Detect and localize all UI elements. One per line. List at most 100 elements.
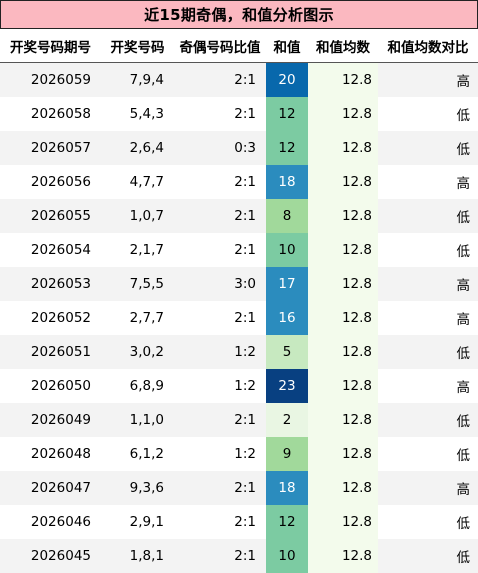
compare-cell: 低: [378, 505, 478, 539]
issue-cell: 2026054: [0, 233, 101, 267]
sum-cell: 5: [266, 335, 308, 369]
ratio-cell: 2:1: [174, 471, 266, 505]
compare-cell: 高: [378, 471, 478, 505]
table-row: 2026048 6,1,2 1:2 9 12.8 低: [0, 437, 478, 471]
compare-cell: 低: [378, 233, 478, 267]
average-cell: 12.8: [308, 233, 378, 267]
compare-cell: 高: [378, 369, 478, 403]
table-row: 2026054 2,1,7 2:1 10 12.8 低: [0, 233, 478, 267]
ratio-cell: 2:1: [174, 505, 266, 539]
ratio-cell: 2:1: [174, 97, 266, 131]
issue-cell: 2026047: [0, 471, 101, 505]
ratio-cell: 3:0: [174, 267, 266, 301]
compare-cell: 低: [378, 539, 478, 573]
numbers-cell: 4,7,7: [101, 165, 174, 199]
sum-cell: 10: [266, 233, 308, 267]
header-row: 开奖号码期号 开奖号码 奇偶号码比值 和值 和值均数 和值均数对比: [0, 29, 478, 63]
header-sum: 和值: [266, 29, 308, 63]
average-cell: 12.8: [308, 267, 378, 301]
header-issue: 开奖号码期号: [0, 29, 101, 63]
table-row: 2026057 2,6,4 0:3 12 12.8 低: [0, 131, 478, 165]
ratio-cell: 2:1: [174, 301, 266, 335]
table-row: 2026045 1,8,1 2:1 10 12.8 低: [0, 539, 478, 573]
ratio-cell: 2:1: [174, 403, 266, 437]
issue-cell: 2026059: [0, 62, 101, 97]
compare-cell: 高: [378, 62, 478, 97]
numbers-cell: 2,1,7: [101, 233, 174, 267]
issue-cell: 2026048: [0, 437, 101, 471]
numbers-cell: 7,5,5: [101, 267, 174, 301]
numbers-cell: 2,9,1: [101, 505, 174, 539]
ratio-cell: 0:3: [174, 131, 266, 165]
issue-cell: 2026045: [0, 539, 101, 573]
table-row: 2026058 5,4,3 2:1 12 12.8 低: [0, 97, 478, 131]
sum-cell: 12: [266, 505, 308, 539]
average-cell: 12.8: [308, 539, 378, 573]
numbers-cell: 1,8,1: [101, 539, 174, 573]
table-row: 2026047 9,3,6 2:1 18 12.8 高: [0, 471, 478, 505]
table-row: 2026046 2,9,1 2:1 12 12.8 低: [0, 505, 478, 539]
sum-cell: 12: [266, 97, 308, 131]
sum-cell: 20: [266, 62, 308, 97]
numbers-cell: 2,7,7: [101, 301, 174, 335]
average-cell: 12.8: [308, 471, 378, 505]
numbers-cell: 9,3,6: [101, 471, 174, 505]
issue-cell: 2026055: [0, 199, 101, 233]
average-cell: 12.8: [308, 403, 378, 437]
analysis-table: 开奖号码期号 开奖号码 奇偶号码比值 和值 和值均数 和值均数对比 202605…: [0, 29, 478, 573]
numbers-cell: 3,0,2: [101, 335, 174, 369]
average-cell: 12.8: [308, 131, 378, 165]
ratio-cell: 2:1: [174, 165, 266, 199]
table-row: 2026055 1,0,7 2:1 8 12.8 低: [0, 199, 478, 233]
sum-cell: 9: [266, 437, 308, 471]
average-cell: 12.8: [308, 62, 378, 97]
compare-cell: 低: [378, 335, 478, 369]
average-cell: 12.8: [308, 335, 378, 369]
sum-cell: 18: [266, 165, 308, 199]
numbers-cell: 2,6,4: [101, 131, 174, 165]
ratio-cell: 1:2: [174, 335, 266, 369]
compare-cell: 高: [378, 267, 478, 301]
average-cell: 12.8: [308, 369, 378, 403]
numbers-cell: 1,0,7: [101, 199, 174, 233]
header-odd-even-ratio: 奇偶号码比值: [174, 29, 266, 63]
sum-cell: 18: [266, 471, 308, 505]
table-row: 2026049 1,1,0 2:1 2 12.8 低: [0, 403, 478, 437]
page-title: 近15期奇偶，和值分析图示: [0, 0, 478, 29]
average-cell: 12.8: [308, 301, 378, 335]
sum-cell: 12: [266, 131, 308, 165]
average-cell: 12.8: [308, 199, 378, 233]
issue-cell: 2026052: [0, 301, 101, 335]
table-row: 2026050 6,8,9 1:2 23 12.8 高: [0, 369, 478, 403]
compare-cell: 低: [378, 199, 478, 233]
issue-cell: 2026046: [0, 505, 101, 539]
sum-cell: 2: [266, 403, 308, 437]
compare-cell: 低: [378, 403, 478, 437]
issue-cell: 2026053: [0, 267, 101, 301]
issue-cell: 2026050: [0, 369, 101, 403]
table-row: 2026053 7,5,5 3:0 17 12.8 高: [0, 267, 478, 301]
numbers-cell: 7,9,4: [101, 62, 174, 97]
numbers-cell: 1,1,0: [101, 403, 174, 437]
average-cell: 12.8: [308, 505, 378, 539]
header-numbers: 开奖号码: [101, 29, 174, 63]
sum-cell: 17: [266, 267, 308, 301]
ratio-cell: 2:1: [174, 199, 266, 233]
sum-cell: 10: [266, 539, 308, 573]
ratio-cell: 1:2: [174, 369, 266, 403]
issue-cell: 2026057: [0, 131, 101, 165]
table-body: 2026059 7,9,4 2:1 20 12.8 高 2026058 5,4,3 2:1 12 1…: [0, 62, 478, 573]
average-cell: 12.8: [308, 437, 378, 471]
table-row: 2026052 2,7,7 2:1 16 12.8 高: [0, 301, 478, 335]
table-row: 2026051 3,0,2 1:2 5 12.8 低: [0, 335, 478, 369]
issue-cell: 2026058: [0, 97, 101, 131]
compare-cell: 高: [378, 301, 478, 335]
table-row: 2026056 4,7,7 2:1 18 12.8 高: [0, 165, 478, 199]
sum-cell: 16: [266, 301, 308, 335]
header-sum-average: 和值均数: [308, 29, 378, 63]
compare-cell: 低: [378, 131, 478, 165]
sum-cell: 8: [266, 199, 308, 233]
compare-cell: 低: [378, 97, 478, 131]
compare-cell: 高: [378, 165, 478, 199]
